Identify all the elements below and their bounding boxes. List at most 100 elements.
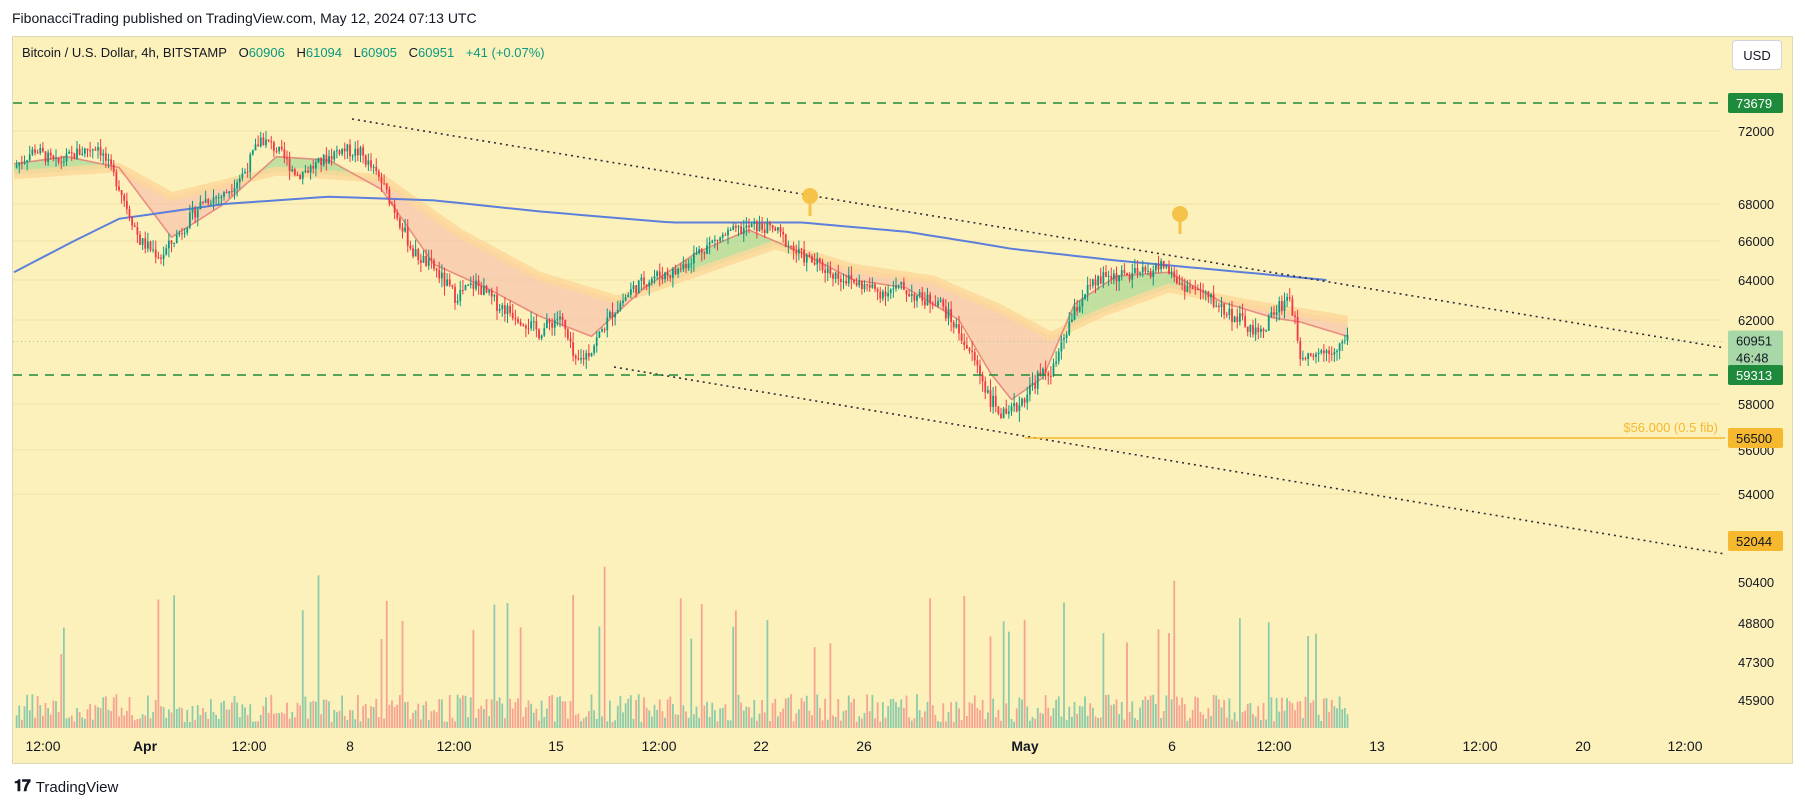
candle-body — [973, 352, 976, 361]
volume-bar — [307, 718, 309, 728]
volume-bar — [811, 715, 813, 728]
candle-body — [1084, 294, 1086, 299]
volume-bar — [585, 716, 588, 728]
volume-bar — [73, 721, 76, 728]
volume-bar — [566, 718, 569, 728]
candle-body — [259, 137, 262, 147]
ema-ribbon-segment — [1100, 283, 1106, 314]
candle-body — [377, 171, 380, 177]
candle-body — [750, 223, 753, 228]
candle-body — [889, 289, 892, 294]
ema-ribbon-segment — [980, 300, 986, 365]
volume-bar — [1081, 706, 1084, 728]
candle-body — [1078, 306, 1081, 312]
ema-ribbon-segment — [518, 264, 524, 308]
candle-body — [761, 222, 764, 230]
candle-body — [304, 170, 307, 172]
candle-body — [1241, 313, 1244, 317]
candle-body — [370, 160, 372, 168]
volume-bar — [1165, 695, 1168, 728]
candle-body — [1270, 312, 1273, 317]
candle-body — [826, 268, 829, 273]
candle-body — [97, 147, 99, 151]
x-tick-label: 12:00 — [436, 738, 471, 754]
volume-bar — [223, 700, 225, 728]
volume-bar — [1152, 694, 1155, 728]
volume-bar — [1060, 716, 1063, 728]
candle-body — [627, 294, 630, 298]
ema-ribbon-segment — [1037, 329, 1043, 382]
volume-bar — [1212, 694, 1215, 728]
candle-body — [811, 256, 813, 263]
volume-bar — [1204, 718, 1207, 728]
candle-body — [858, 281, 861, 286]
candle-body — [1049, 376, 1052, 378]
candle-body — [677, 268, 680, 275]
volume-bar — [55, 701, 57, 728]
volume-bar — [215, 714, 218, 728]
candle-body — [976, 360, 979, 366]
volume-bar — [99, 708, 102, 728]
volume-bar — [188, 721, 191, 728]
candle-body — [1154, 264, 1157, 271]
volume-bar — [1241, 712, 1244, 728]
candle-body — [787, 245, 790, 247]
volume-bar — [488, 716, 491, 728]
candle-body — [842, 281, 845, 283]
volume-bar — [742, 710, 745, 728]
candle-body — [992, 395, 995, 408]
candle-body — [729, 229, 732, 231]
volume-bar — [834, 716, 837, 728]
candle-body — [556, 319, 559, 321]
volume-bar — [1068, 706, 1071, 728]
volume-bar — [275, 713, 278, 728]
volume-bar — [125, 710, 128, 728]
candle-body — [727, 229, 729, 236]
candle-body — [1273, 312, 1275, 315]
ema-ribbon-segment — [533, 273, 539, 316]
candle-body — [270, 141, 273, 143]
candle-body — [228, 191, 231, 194]
volume-bar — [438, 699, 441, 728]
volume-bar — [503, 718, 506, 728]
tradingview-logo[interactable]: 𝟏𝟕 TradingView — [14, 778, 118, 796]
volume-bar — [1034, 718, 1037, 728]
candle-body — [1110, 275, 1113, 280]
currency-button[interactable]: USD — [1732, 40, 1782, 70]
candle-body — [1228, 308, 1231, 315]
candle-body — [412, 248, 414, 257]
volume-bar — [133, 720, 136, 728]
candle-body — [175, 234, 178, 244]
volume-bar — [1157, 629, 1160, 728]
volume-bar — [656, 709, 659, 728]
volume-bar — [913, 718, 916, 728]
volume-bar — [238, 717, 241, 728]
candle-body — [766, 222, 769, 233]
candle-body — [52, 155, 55, 159]
volume-bar — [304, 696, 307, 728]
volume-bar — [118, 716, 120, 728]
volume-bar — [199, 715, 202, 728]
candle-body — [136, 226, 139, 235]
volume-bar — [577, 713, 580, 728]
volume-bar — [740, 702, 743, 728]
volume-bar — [1063, 602, 1065, 728]
volume-bar — [1320, 721, 1323, 728]
candle-body — [900, 282, 903, 285]
ema-ribbon-segment — [586, 290, 592, 337]
candle-body — [1309, 353, 1312, 356]
volume-bar — [1299, 701, 1302, 728]
volume-bar — [992, 698, 995, 728]
candle-body — [881, 291, 884, 299]
volume-bar — [548, 696, 551, 728]
volume-bar — [251, 721, 254, 728]
volume-bar — [1173, 580, 1176, 728]
volume-bar — [1031, 716, 1034, 728]
candle-body — [76, 148, 78, 159]
candle-body — [107, 159, 110, 161]
volume-bar — [506, 603, 509, 728]
candle-body — [658, 271, 661, 277]
volume-bar — [291, 711, 294, 728]
candle-body — [1207, 291, 1210, 298]
